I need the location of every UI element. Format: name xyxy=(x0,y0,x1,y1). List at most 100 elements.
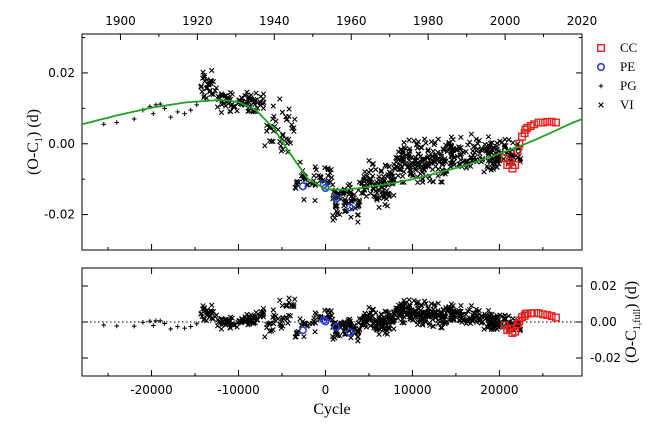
lower-vi-residual-stroke-b xyxy=(218,326,225,332)
upper-vi-point-stroke-b xyxy=(386,169,393,175)
upper-vi-point-stroke-b xyxy=(242,101,248,107)
lower-vi-residual-stroke-b xyxy=(214,323,221,329)
upper-cc-point xyxy=(511,161,520,170)
upper-vi-point-stroke-b xyxy=(360,190,367,196)
lower-points xyxy=(101,295,560,344)
lower-pe-residual xyxy=(331,323,341,332)
upper-vi-point xyxy=(450,147,456,154)
legend: CC PE PG VI xyxy=(596,40,637,112)
lower-vi-residual-stroke-b xyxy=(199,313,205,320)
upper-vi-point-stroke-b xyxy=(412,165,419,171)
upper-vi-point xyxy=(280,131,286,138)
lower-vi-residual xyxy=(374,327,380,333)
lower-vi-residual-stroke-b xyxy=(370,306,377,313)
upper-pg-point xyxy=(162,106,167,111)
upper-vi-point-stroke-b xyxy=(268,138,275,145)
lower-vi-residual xyxy=(366,317,373,323)
upper-vi-point-stroke-b xyxy=(475,140,481,147)
x-tick-label: 20000 xyxy=(480,383,518,397)
lower-vi-residual-stroke-b xyxy=(478,313,484,320)
upper-vi-point-stroke-b xyxy=(270,116,276,122)
upper-vi-point-stroke-b xyxy=(440,147,447,153)
lower-vi-residual xyxy=(395,305,401,312)
upper-panel-frame xyxy=(81,33,583,251)
x-tick-label: -20000 xyxy=(130,383,173,397)
lower-vi-residual xyxy=(271,317,278,323)
upper-vi-point xyxy=(312,164,318,170)
upper-vi-point-stroke-b xyxy=(332,204,339,210)
lower-vi-residual xyxy=(373,317,380,323)
upper-vi-point-stroke-b xyxy=(218,109,225,116)
lower-vi-residual xyxy=(279,302,286,309)
upper-vi-point-stroke-b xyxy=(468,154,474,160)
lower-vi-residual xyxy=(435,300,441,306)
lower-vi-residual-stroke-b xyxy=(275,316,281,322)
legend-label-vi: VI xyxy=(620,97,634,112)
lower-vi-residual xyxy=(291,301,297,308)
lower-vi-residual xyxy=(433,315,439,321)
lower-vi-residual xyxy=(286,295,292,301)
lower-pg-residual xyxy=(151,323,156,328)
lower-vi-residual xyxy=(369,317,375,323)
upper-vi-point-stroke-b xyxy=(218,91,225,97)
upper-vi-point xyxy=(312,197,318,204)
upper-vi-point-stroke-b xyxy=(373,179,380,185)
lower-vi-residual-stroke-b xyxy=(481,326,487,332)
upper-vi-point xyxy=(329,182,336,188)
upper-vi-point xyxy=(325,173,331,179)
lower-vi-residual xyxy=(285,320,291,326)
upper-vi-point xyxy=(391,192,397,199)
upper-vi-point xyxy=(425,154,431,161)
upper-vi-point xyxy=(270,116,276,122)
lower-vi-residual xyxy=(312,329,318,335)
lower-vi-residual-stroke-b xyxy=(373,317,380,323)
lower-vi-residual-stroke-b xyxy=(395,315,401,322)
lower-pg-residual xyxy=(140,319,146,325)
top-year-tick-label: 1940 xyxy=(259,14,290,28)
upper-vi-point-stroke-b xyxy=(415,179,421,186)
upper-vi-point xyxy=(348,214,354,220)
legend-entry-pg: PG xyxy=(598,78,637,93)
upper-vi-point-stroke-b xyxy=(399,173,406,179)
lower-cc-residual xyxy=(543,310,552,319)
upper-vi-point-stroke-b xyxy=(492,161,498,168)
upper-vi-point xyxy=(373,179,380,185)
lower-vi-residual-stroke-b xyxy=(465,308,471,314)
upper-vi-point-stroke-b xyxy=(273,118,279,124)
upper-vi-point xyxy=(376,204,382,211)
lower-vi-residual-stroke-b xyxy=(386,326,392,332)
upper-vi-point-stroke-b xyxy=(384,163,390,169)
upper-vi-point-stroke-b xyxy=(454,153,461,160)
upper-vi-point xyxy=(301,196,307,203)
lower-pg-residual xyxy=(131,323,137,329)
upper-vi-point-stroke-b xyxy=(425,146,431,153)
lower-vi-residual xyxy=(311,315,317,321)
lower-vi-residual xyxy=(390,315,396,321)
upper-vi-point xyxy=(384,188,390,194)
upper-vi-point xyxy=(378,167,384,174)
lower-vi-residual xyxy=(401,320,407,326)
upper-vi-point-stroke-b xyxy=(460,159,466,165)
upper-vi-point xyxy=(287,140,294,146)
lower-vi-residual-stroke-b xyxy=(356,315,363,322)
lower-vi-residual xyxy=(448,311,454,318)
lower-vi-residual xyxy=(481,326,487,332)
lower-vi-residual-stroke-b xyxy=(406,314,413,320)
upper-vi-point-stroke-b xyxy=(435,173,441,179)
upper-vi-point xyxy=(355,203,362,209)
upper-vi-point-stroke-b xyxy=(488,149,495,156)
lower-vi-residual-stroke-b xyxy=(366,304,372,311)
lower-y-tick-label: 0.02 xyxy=(590,279,617,293)
upper-vi-point-stroke-b xyxy=(486,145,493,151)
upper-vi-point-stroke-b xyxy=(494,164,500,170)
lower-vi-residual xyxy=(456,309,463,315)
upper-cc-point xyxy=(521,125,530,134)
upper-vi-point xyxy=(448,134,455,140)
lower-vi-residual-stroke-b xyxy=(294,329,300,335)
upper-y-tick-label: -0.02 xyxy=(44,208,75,222)
legend-marker-pg xyxy=(598,83,604,89)
lower-vi-residual-stroke-b xyxy=(470,312,476,318)
lower-vi-residual-stroke-b xyxy=(430,323,437,330)
upper-vi-point xyxy=(313,167,319,173)
lower-vi-residual-stroke-b xyxy=(477,317,483,323)
